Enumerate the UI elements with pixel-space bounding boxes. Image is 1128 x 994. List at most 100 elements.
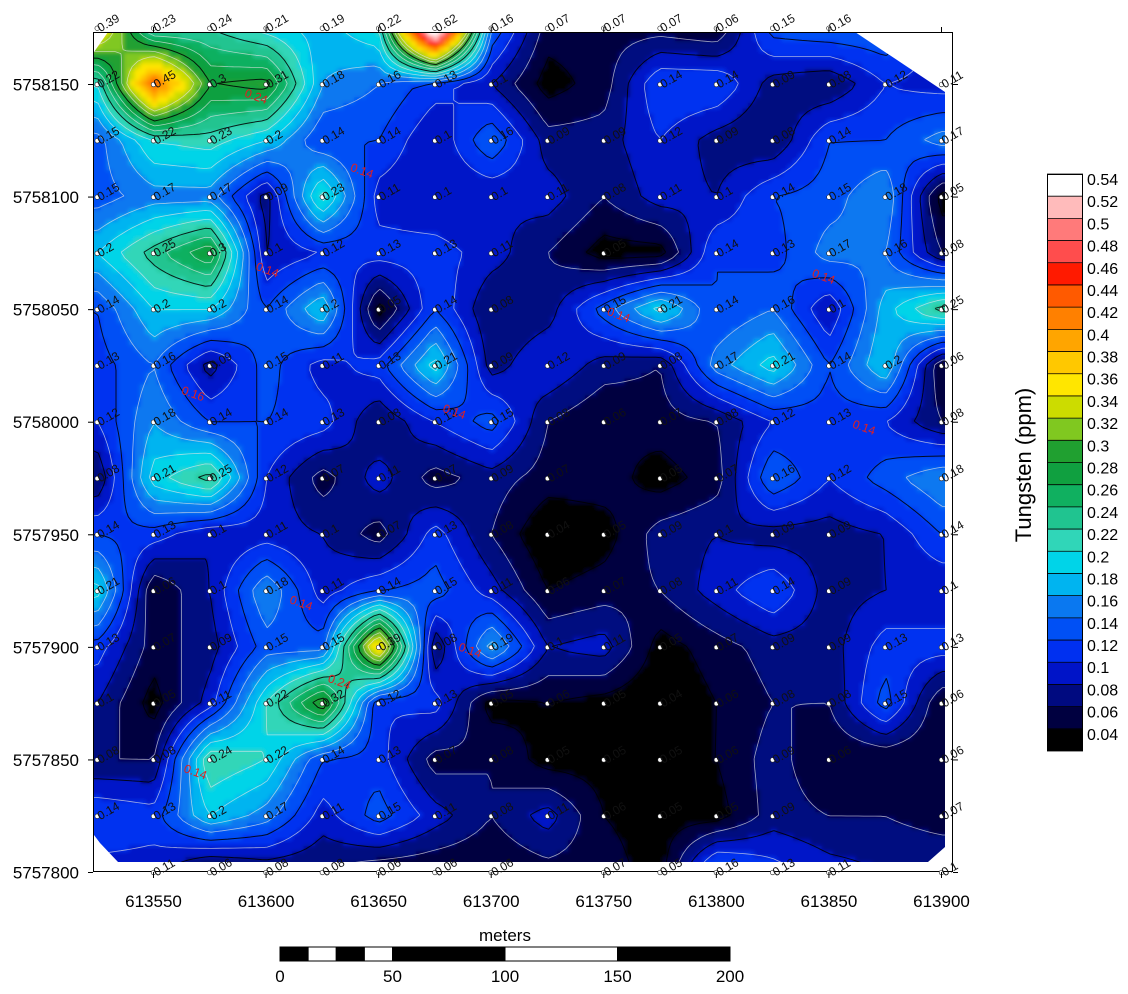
contour-cell <box>540 32 547 37</box>
contour-cell <box>618 80 626 87</box>
contour-cell <box>703 86 710 93</box>
contour-cell <box>765 102 772 110</box>
contour-cell <box>540 52 547 59</box>
contour-cell <box>939 102 945 110</box>
contour-cell <box>883 97 890 104</box>
contour-cell <box>720 102 727 110</box>
contour-cell <box>140 80 147 87</box>
contour-cell <box>720 86 727 93</box>
contour-cell <box>652 102 660 110</box>
contour-cell <box>326 52 333 59</box>
contour-cell <box>770 52 778 59</box>
contour-cell <box>759 86 767 93</box>
contour-cell <box>506 46 513 54</box>
contour-cell <box>252 192 260 200</box>
contour-cell <box>371 114 378 121</box>
contour-cell <box>624 35 631 42</box>
contour-cell <box>793 97 800 104</box>
contour-cell <box>630 57 637 65</box>
contour-cell <box>832 41 840 48</box>
contour-cell <box>630 32 637 37</box>
contour-cell <box>759 52 767 59</box>
contour-cell <box>596 69 603 76</box>
contour-cell <box>658 91 665 99</box>
contour-cell <box>478 52 485 59</box>
contour-cell <box>776 80 783 87</box>
contour-cell <box>101 52 108 59</box>
contour-cell <box>174 41 181 48</box>
contour-cell <box>528 153 536 161</box>
contour-cell <box>765 80 772 87</box>
contour-cell <box>843 46 851 54</box>
contour-cell <box>354 35 361 42</box>
contour-cell <box>213 170 221 177</box>
contour-cell <box>438 41 446 48</box>
contour-cell <box>455 91 463 99</box>
contour-cell <box>247 41 254 48</box>
contour-cell <box>714 91 722 99</box>
contour-cell <box>601 63 609 71</box>
contour-cell <box>776 41 783 48</box>
contour-cell <box>281 52 288 59</box>
contour-cell <box>832 57 840 65</box>
contour-cell <box>748 57 755 65</box>
contour-cell <box>258 57 266 65</box>
contour-cell <box>337 97 344 104</box>
contour-cell <box>697 69 705 76</box>
contour-cell <box>630 41 637 48</box>
contour-cell <box>404 108 412 116</box>
contour-cell <box>478 69 485 76</box>
contour-cell <box>95 102 102 110</box>
contour-cell <box>388 91 395 99</box>
contour-cell <box>433 32 440 37</box>
contour-cell <box>179 102 187 110</box>
contour-cell <box>686 91 693 99</box>
contour-cell <box>804 86 812 93</box>
contour-cell <box>354 46 361 54</box>
contour-cell <box>523 97 530 104</box>
contour-cell <box>866 97 874 104</box>
contour-cell <box>219 86 226 93</box>
contour-cell <box>770 74 778 82</box>
contour-cell <box>258 32 266 37</box>
contour-cell <box>455 63 463 71</box>
contour-cell <box>478 86 485 93</box>
contour-cell <box>590 63 598 71</box>
contour-cell <box>404 32 412 37</box>
contour-cell <box>427 97 434 104</box>
contour-cell <box>348 86 356 93</box>
contour-cell <box>680 80 688 87</box>
contour-cell <box>134 46 142 54</box>
contour-cell <box>934 86 941 93</box>
contour-cell <box>759 32 767 37</box>
contour-cell <box>855 74 862 82</box>
contour-cell <box>95 153 102 161</box>
contour-cell <box>742 35 750 42</box>
contour-cell <box>416 57 423 65</box>
contour-cell <box>922 102 930 110</box>
contour-cell <box>585 131 592 138</box>
contour-cell <box>556 80 564 87</box>
contour-cell <box>455 102 463 110</box>
contour-cell <box>686 46 693 54</box>
contour-cell <box>134 32 142 37</box>
contour-cell <box>303 114 311 121</box>
contour-cell <box>174 91 181 99</box>
contour-cell <box>810 86 817 93</box>
contour-cell <box>753 35 761 42</box>
contour-cell <box>314 69 322 76</box>
contour-cell <box>449 97 457 104</box>
contour-cell <box>331 57 339 65</box>
contour-cell <box>298 97 305 104</box>
contour-cell <box>483 69 491 76</box>
contour-cell <box>191 63 198 71</box>
contour-cell <box>393 114 401 121</box>
contour-cell <box>404 74 412 82</box>
contour-cell <box>810 46 817 54</box>
contour-cell <box>314 32 322 37</box>
contour-cell <box>404 97 412 104</box>
contour-cell <box>500 91 508 99</box>
contour-cell <box>196 63 204 71</box>
contour-cell <box>804 63 812 71</box>
contour-cell <box>506 32 513 37</box>
